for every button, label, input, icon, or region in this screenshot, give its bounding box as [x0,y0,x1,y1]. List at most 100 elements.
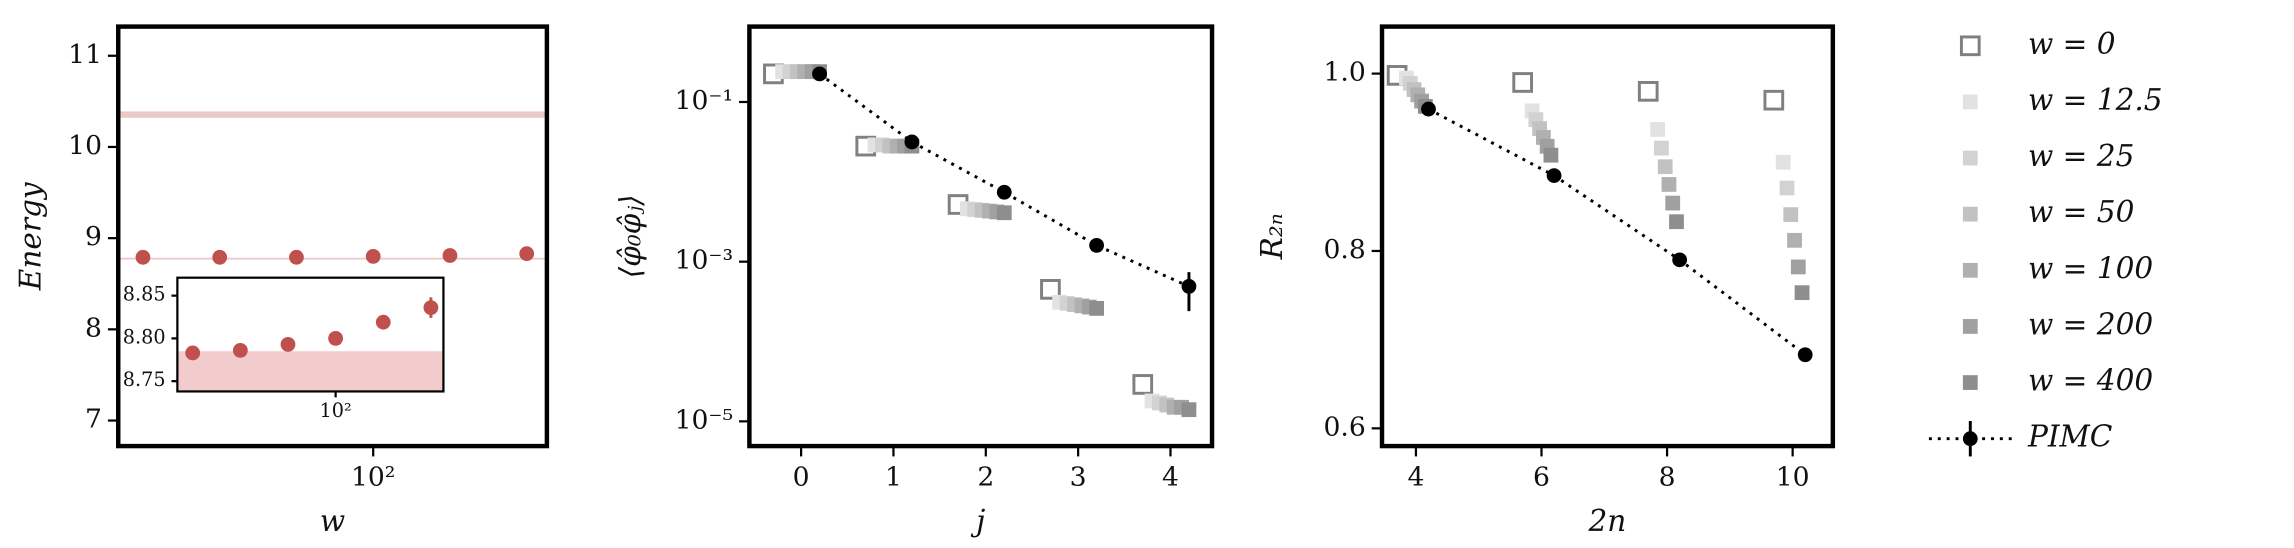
data-point [375,314,391,330]
x-tick-label: 10 [1776,462,1810,493]
y-axis-label: ⟨φ̂₀φ̂ⱼ⟩ [614,194,648,278]
legend-marker [1962,150,1978,166]
data-point [1794,285,1810,301]
data-point [1669,214,1684,230]
x-tick-label: 0 [793,462,810,493]
legend-label: w = 400 [2028,364,2153,398]
data-point [1181,279,1197,294]
band [118,257,547,260]
data-point [1779,180,1795,196]
y-tick-label: 10⁻⁵ [675,404,734,435]
data-point [1089,300,1104,316]
series-line [1427,107,1807,356]
legend-label: PIMC [2027,420,2113,454]
y-tick-label: 9 [85,221,102,252]
data-point [1665,195,1681,211]
plot-area [118,111,547,265]
legend-marker [1959,35,1981,57]
y-tick-label: 7 [85,404,102,435]
y-tick-label: 1.0 [1323,57,1365,88]
x-tick-label: 4 [1162,462,1179,493]
data-point [289,249,304,265]
plot-area [763,63,1197,418]
y-tick-label: 11 [68,39,102,70]
y-tick-label: 8.85 [123,283,166,306]
data-point [519,246,535,262]
legend-marker [1962,206,1978,222]
data-point [1790,259,1806,275]
x-tick-label: 8 [1659,462,1676,493]
data-point [365,249,381,264]
plot-area [1386,65,1813,363]
x-tick-label: 4 [1407,462,1424,493]
data-point [1797,347,1813,363]
y-tick-label: 8.80 [123,325,166,348]
y-tick-label: 10 [68,130,102,161]
data-point [423,300,439,316]
data-point [1650,122,1666,137]
legend-marker [1962,375,1978,390]
data-point [812,66,827,82]
data-point [135,249,151,265]
data-point [280,337,296,352]
series-line [818,72,1190,288]
data-point [1543,147,1559,163]
data-point [1783,207,1799,222]
y-tick-label: 0.6 [1323,411,1365,442]
plot-area [177,297,444,392]
legend-label: w = 50 [2028,195,2134,229]
legend-label: w = 100 [2028,251,2153,285]
x-axis-label: 2n [1588,504,1627,538]
y-tick-label: 0.8 [1323,234,1365,265]
data-point [1654,140,1669,156]
data-point [996,184,1012,200]
data-point [1512,72,1534,93]
y-tick-label: 8.75 [123,368,166,391]
legend-label: w = 200 [2028,307,2153,341]
data-point [212,249,228,265]
data-point [1672,252,1688,268]
axes-frame [176,276,445,393]
data-point [1040,279,1061,300]
x-tick-label: 6 [1533,462,1550,493]
x-axis-label: w [320,504,345,538]
data-point [1787,232,1802,248]
legend-label: w = 0 [2028,27,2116,61]
legend-marker [1962,262,1978,278]
data-point [1546,168,1562,183]
legend-marker [1962,431,1978,447]
legend-label: w = 25 [2028,139,2134,173]
data-point [1132,374,1154,395]
legend-label: w = 12.5 [2028,83,2163,117]
data-point [185,345,201,361]
data-point [328,331,344,346]
data-point [1763,89,1785,111]
x-tick-label: 1 [885,462,902,493]
band [177,351,444,392]
data-point [1421,101,1436,117]
legend-marker [1962,319,1978,334]
y-tick-label: 8 [85,312,102,343]
x-tick-label: 2 [977,462,994,493]
axes-frame [1379,24,1836,449]
y-tick-label: 10⁻³ [675,245,734,276]
data-point [904,134,920,150]
y-axis-label: Energy [14,182,48,291]
axes-frame [747,24,1215,449]
data-point [1775,154,1791,170]
band [118,111,547,118]
data-point [1637,80,1659,102]
data-point [996,205,1012,221]
x-tick-label: 10² [320,399,352,422]
axes-frame [116,24,550,449]
x-tick-label: 10² [351,462,395,493]
data-point [232,342,248,358]
data-point [442,248,458,263]
data-point [1089,237,1104,253]
data-point [1181,402,1197,418]
data-point [1661,177,1677,192]
legend-marker [1962,94,1978,110]
y-axis-label: R₂ₙ [1255,213,1289,260]
